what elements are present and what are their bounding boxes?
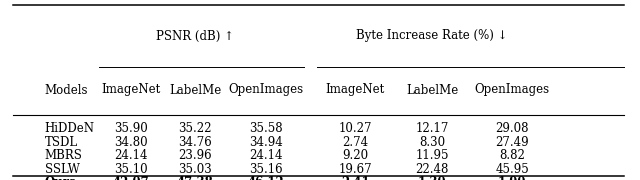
Text: 29.08: 29.08 (495, 122, 529, 135)
Text: 23.96: 23.96 (179, 149, 212, 162)
Text: Ours: Ours (45, 176, 76, 180)
Text: ImageNet: ImageNet (326, 84, 385, 96)
Text: 1.90: 1.90 (498, 176, 526, 180)
Text: 34.80: 34.80 (115, 136, 148, 149)
Text: 19.67: 19.67 (339, 163, 372, 176)
Text: 35.03: 35.03 (179, 163, 212, 176)
Text: 35.22: 35.22 (179, 122, 212, 135)
Text: 24.14: 24.14 (115, 149, 148, 162)
Text: 10.27: 10.27 (339, 122, 372, 135)
Text: 35.90: 35.90 (115, 122, 148, 135)
Text: Byte Increase Rate (%) ↓: Byte Increase Rate (%) ↓ (356, 30, 508, 42)
Text: 9.20: 9.20 (342, 149, 368, 162)
Text: 34.94: 34.94 (249, 136, 282, 149)
Text: 22.48: 22.48 (415, 163, 449, 176)
Text: 45.95: 45.95 (495, 163, 529, 176)
Text: 12.17: 12.17 (415, 122, 449, 135)
Text: 24.14: 24.14 (249, 149, 282, 162)
Text: TSDL: TSDL (45, 136, 78, 149)
Text: 8.82: 8.82 (499, 149, 525, 162)
Text: 11.95: 11.95 (415, 149, 449, 162)
Text: 1.30: 1.30 (418, 176, 446, 180)
Text: Models: Models (45, 84, 88, 96)
Text: 35.58: 35.58 (249, 122, 282, 135)
Text: 34.76: 34.76 (179, 136, 212, 149)
Text: 27.49: 27.49 (495, 136, 529, 149)
Text: OpenImages: OpenImages (474, 84, 550, 96)
Text: OpenImages: OpenImages (228, 84, 303, 96)
Text: 47.38: 47.38 (177, 176, 214, 180)
Text: MBRS: MBRS (45, 149, 83, 162)
Text: 2.41: 2.41 (341, 176, 369, 180)
Text: HiDDeN: HiDDeN (45, 122, 95, 135)
Text: LabelMe: LabelMe (169, 84, 221, 96)
Text: PSNR (dB) ↑: PSNR (dB) ↑ (156, 30, 234, 42)
Text: 35.10: 35.10 (115, 163, 148, 176)
Text: SSLW: SSLW (45, 163, 79, 176)
Text: LabelMe: LabelMe (406, 84, 458, 96)
Text: 35.16: 35.16 (249, 163, 282, 176)
Text: 8.30: 8.30 (419, 136, 445, 149)
Text: ImageNet: ImageNet (102, 84, 161, 96)
Text: 2.74: 2.74 (342, 136, 368, 149)
Text: 42.07: 42.07 (113, 176, 150, 180)
Text: 46.12: 46.12 (247, 176, 284, 180)
